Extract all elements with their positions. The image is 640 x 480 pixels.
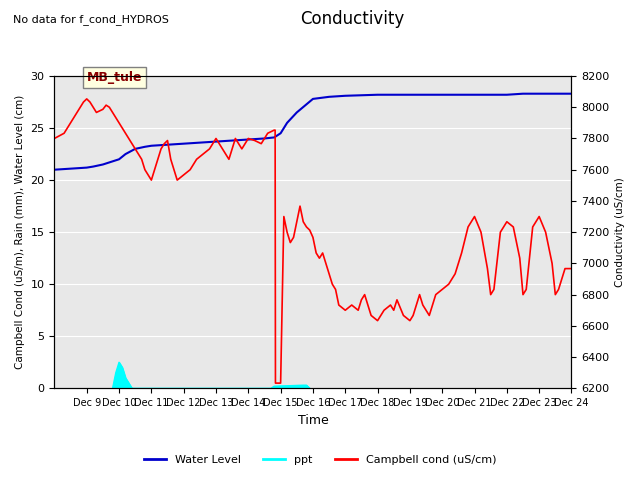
Y-axis label: Conductivity (uS/cm): Conductivity (uS/cm) (615, 177, 625, 287)
Text: No data for f_cond_HYDROS: No data for f_cond_HYDROS (13, 14, 169, 25)
Y-axis label: Campbell Cond (uS/m), Rain (mm), Water Level (cm): Campbell Cond (uS/m), Rain (mm), Water L… (15, 95, 25, 369)
X-axis label: Time: Time (298, 414, 328, 427)
Text: Conductivity: Conductivity (300, 10, 404, 28)
Text: MB_tule: MB_tule (86, 71, 142, 84)
Legend: Water Level, ppt, Campbell cond (uS/cm): Water Level, ppt, Campbell cond (uS/cm) (140, 451, 500, 469)
